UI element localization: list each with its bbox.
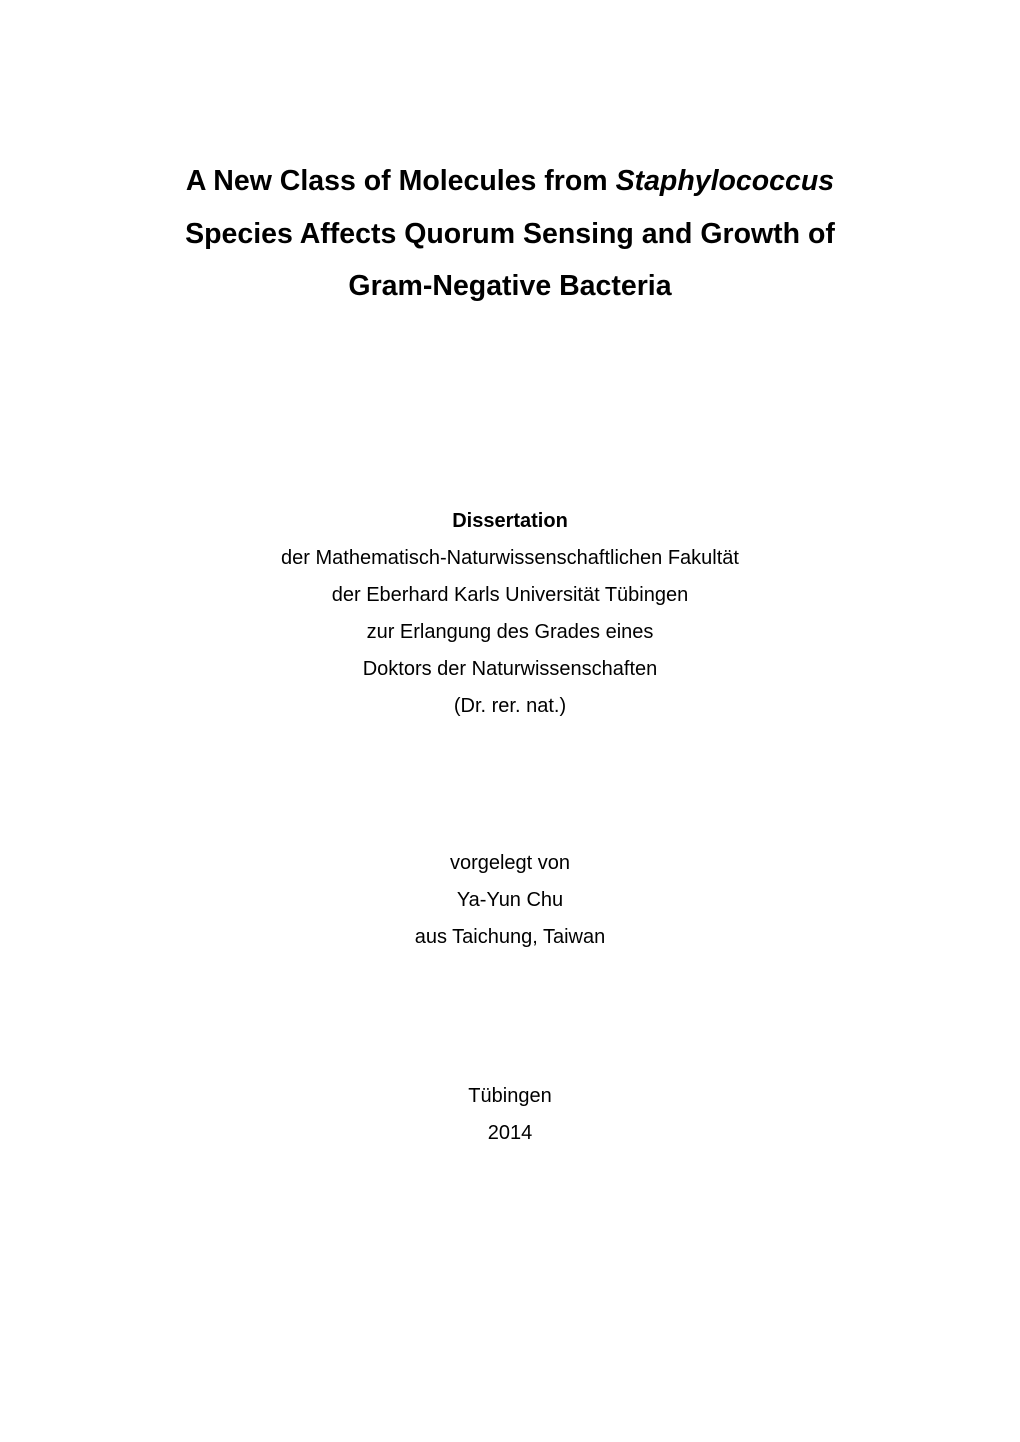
year-line: 2014 (123, 1115, 897, 1152)
title-genus-name: Staphylococcus (616, 165, 835, 197)
university-line: der Eberhard Karls Universität Tübingen (123, 577, 897, 614)
degree-abbrev-line: (Dr. rer. nat.) (123, 688, 897, 725)
dissertation-title: A New Class of Molecules from Staphyloco… (123, 155, 897, 313)
author-origin: aus Taichung, Taiwan (123, 919, 897, 956)
place-year-block: Tübingen 2014 (123, 1078, 897, 1152)
faculty-line: der Mathematisch-Naturwissenschaftlichen… (123, 540, 897, 577)
title-line-3: Gram-Negative Bacteria (123, 260, 897, 313)
author-block: vorgelegt von Ya-Yun Chu aus Taichung, T… (123, 845, 897, 956)
degree-name-line: Doktors der Naturwissenschaften (123, 651, 897, 688)
dissertation-heading: Dissertation (123, 503, 897, 540)
title-line-1: A New Class of Molecules from Staphyloco… (123, 155, 897, 208)
title-line-1-pre: A New Class of Molecules from (186, 165, 616, 197)
place-line: Tübingen (123, 1078, 897, 1115)
submitted-by-line: vorgelegt von (123, 845, 897, 882)
author-name: Ya-Yun Chu (123, 882, 897, 919)
title-page: A New Class of Molecules from Staphyloco… (0, 0, 1020, 1442)
degree-purpose-line: zur Erlangung des Grades eines (123, 614, 897, 651)
title-line-2: Species Affects Quorum Sensing and Growt… (123, 208, 897, 261)
dissertation-block: Dissertation der Mathematisch-Naturwisse… (123, 503, 897, 725)
